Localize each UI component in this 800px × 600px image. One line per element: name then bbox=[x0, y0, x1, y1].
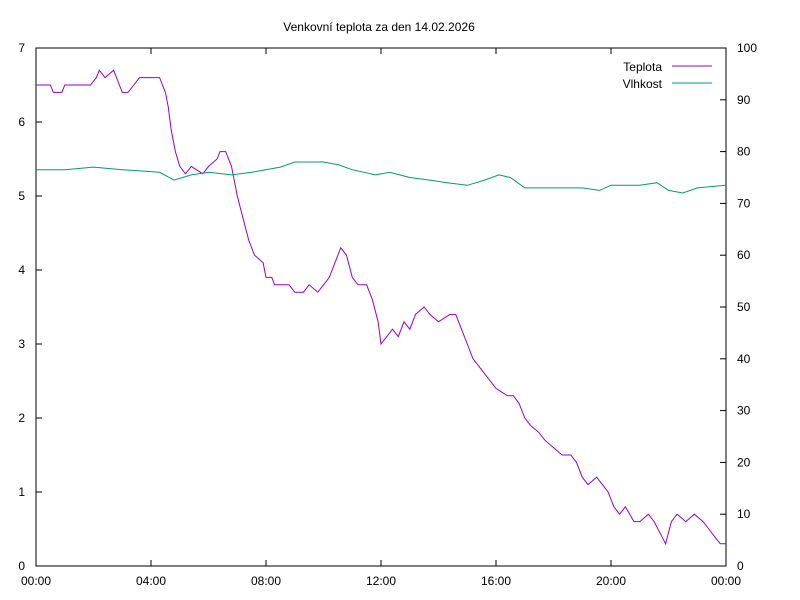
left-tick-label: 0 bbox=[18, 559, 25, 573]
right-tick-label: 0 bbox=[737, 559, 744, 573]
bottom-axis-ticks: 00:00 04:00 08:00 12:00 16:00 20:00 00:00 bbox=[21, 48, 741, 588]
series-line-teplota bbox=[36, 69, 726, 546]
bottom-tick-label: 12:00 bbox=[366, 574, 396, 588]
axes bbox=[35, 47, 727, 567]
chart-title: Venkovní teplota za den 14.02.2026 bbox=[283, 20, 475, 34]
right-tick-label: 40 bbox=[737, 352, 751, 366]
left-tick-label: 2 bbox=[18, 411, 25, 425]
bottom-tick-label: 00:00 bbox=[711, 574, 741, 588]
legend: Teplota Vlhkost bbox=[623, 60, 712, 91]
series-lines bbox=[36, 69, 727, 546]
left-tick-label: 4 bbox=[18, 263, 25, 277]
bottom-tick-label: 20:00 bbox=[596, 574, 626, 588]
left-axis-ticks: 0 1 2 3 4 5 6 7 bbox=[18, 41, 42, 573]
right-axis-ticks: 0 10 20 30 40 50 60 70 80 90 100 bbox=[720, 41, 757, 573]
right-tick-label: 60 bbox=[737, 248, 751, 262]
right-tick-label: 50 bbox=[737, 300, 751, 314]
bottom-tick-label: 00:00 bbox=[21, 574, 51, 588]
left-tick-label: 6 bbox=[18, 115, 25, 129]
bottom-tick-label: 08:00 bbox=[251, 574, 281, 588]
left-tick-label: 5 bbox=[18, 189, 25, 203]
right-tick-label: 70 bbox=[737, 196, 751, 210]
bottom-tick-label: 16:00 bbox=[481, 574, 511, 588]
bottom-tick-label: 04:00 bbox=[136, 574, 166, 588]
right-tick-label: 10 bbox=[737, 507, 751, 521]
left-tick-label: 3 bbox=[18, 337, 25, 351]
right-tick-label: 80 bbox=[737, 145, 751, 159]
right-tick-label: 20 bbox=[737, 455, 751, 469]
legend-label-vlhkost: Vlhkost bbox=[623, 77, 663, 91]
series-line-vlhkost bbox=[36, 161, 727, 194]
right-tick-label: 30 bbox=[737, 404, 751, 418]
right-tick-label: 100 bbox=[737, 41, 757, 55]
left-tick-label: 7 bbox=[18, 41, 25, 55]
legend-label-teplota: Teplota bbox=[623, 60, 662, 74]
left-tick-label: 1 bbox=[18, 485, 25, 499]
plot-frame bbox=[35, 47, 727, 567]
right-tick-label: 90 bbox=[737, 93, 751, 107]
